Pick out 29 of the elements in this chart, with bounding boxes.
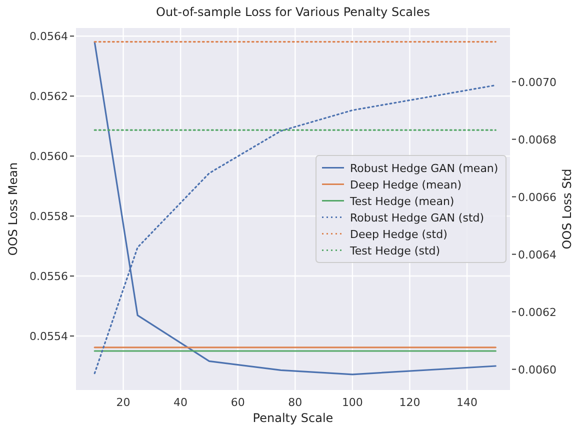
legend-label: Robust Hedge GAN (std) (350, 211, 484, 224)
x-axis-title: Penalty Scale (252, 411, 334, 425)
y-tick-label: 0.0556 (30, 270, 68, 284)
y-axis-title: OOS Loss Mean (6, 162, 20, 256)
x-tick-label: 20 (116, 396, 130, 409)
legend-label: Test Hedge (std) (349, 244, 440, 258)
y-tick-label: 0.0562 (30, 90, 68, 104)
y2-tick-label: 0.0070 (518, 76, 556, 89)
x-tick-label: 60 (230, 396, 245, 409)
x-tick-label: 80 (288, 396, 302, 409)
y2-tick-label: 0.0062 (518, 306, 556, 319)
y2-axis-title: OOS Loss Std (560, 168, 574, 250)
x-tick-label: 140 (456, 396, 478, 409)
y-tick-label: 0.0564 (30, 30, 68, 44)
x-tick-label: 40 (174, 396, 188, 409)
y2-tick-label: 0.0060 (518, 363, 556, 376)
x-tick-label: 120 (399, 396, 420, 409)
y-tick-label: 0.0558 (30, 210, 68, 224)
y2-tick-label: 0.0068 (518, 133, 556, 146)
legend-label: Deep Hedge (std) (350, 228, 448, 241)
legend-label: Robust Hedge GAN (mean) (350, 162, 498, 175)
legend-label: Deep Hedge (mean) (350, 178, 462, 192)
legend-label: Test Hedge (mean) (349, 194, 454, 208)
y2-tick-label: 0.0066 (518, 190, 556, 204)
x-tick-label: 100 (342, 396, 363, 409)
chart-title: Out-of-sample Loss for Various Penalty Scales (156, 5, 430, 19)
y-tick-label: 0.0560 (30, 150, 68, 164)
y2-tick-label: 0.0064 (518, 248, 556, 262)
y-tick-label: 0.0554 (30, 330, 68, 344)
